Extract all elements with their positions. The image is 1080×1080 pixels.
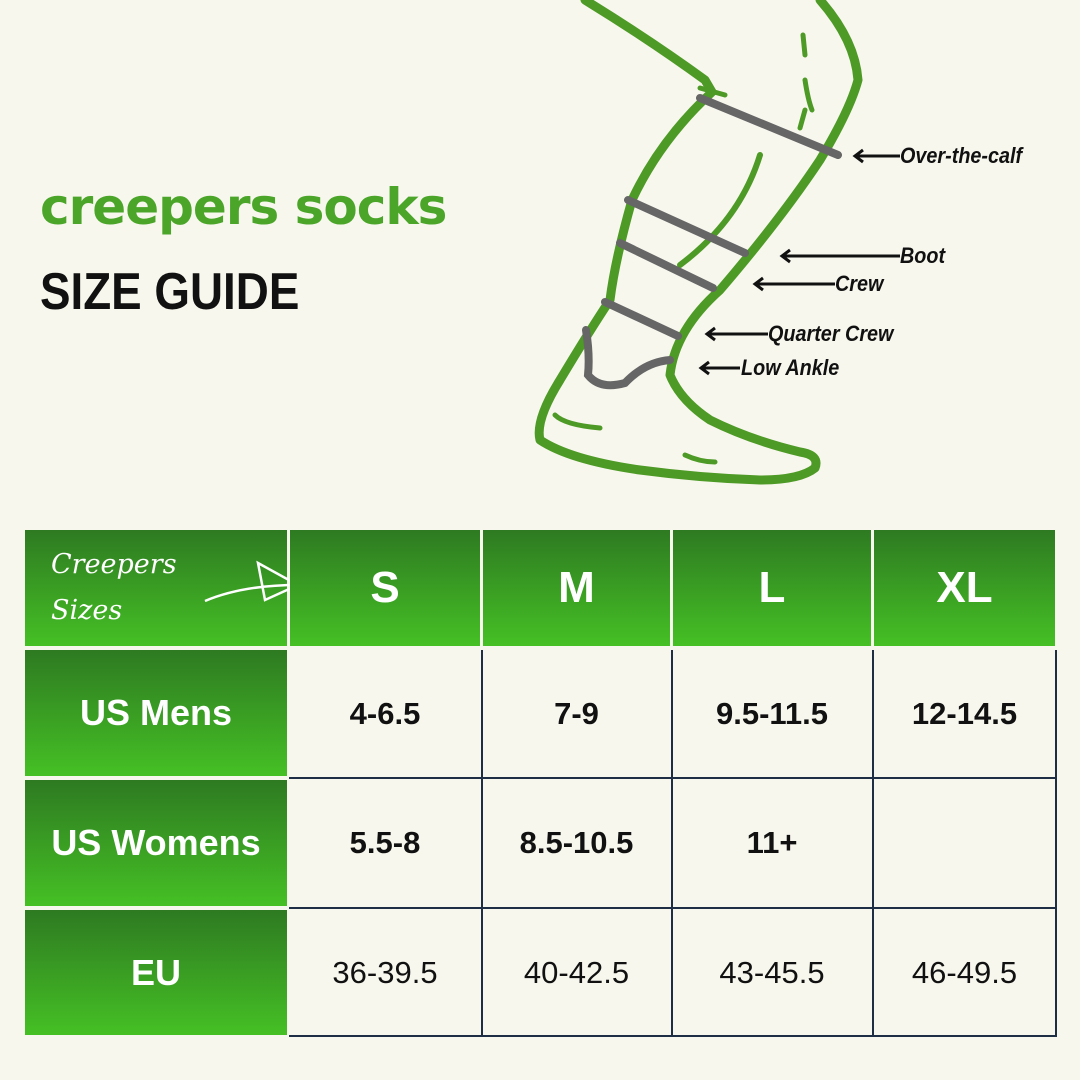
arrow-icon — [779, 248, 900, 264]
arrow-icon — [698, 360, 740, 376]
table-cell: 12-14.5 — [911, 695, 1018, 731]
table-cell: 36-39.5 — [332, 954, 438, 990]
column-header-l: L — [673, 530, 871, 646]
label-low-ankle: Low Ankle — [741, 355, 840, 380]
table-cell: 4-6.5 — [349, 695, 421, 731]
page-title: SIZE GUIDE — [40, 263, 300, 321]
column-header-m: M — [483, 530, 670, 646]
leg-back-outline — [534, 0, 863, 485]
label-over-the-calf: Over-the-calf — [900, 143, 1023, 168]
knee-crease — [697, 85, 728, 98]
corner-line-2: Sizes — [51, 595, 123, 626]
band-low-ankle — [582, 326, 674, 390]
band-boot — [624, 196, 749, 257]
band-quarter-crew — [601, 298, 682, 340]
table-corner: Creepers Sizes — [25, 530, 301, 646]
table-cell: 8.5-10.5 — [519, 824, 634, 860]
label-quarter-crew: Quarter Crew — [768, 321, 894, 346]
divider — [289, 907, 1057, 909]
divider — [1055, 650, 1057, 1036]
label-crew: Crew — [835, 271, 884, 296]
divider — [481, 650, 483, 1036]
table-cell — [874, 779, 1055, 906]
divider — [671, 650, 673, 1036]
table-cell: 5.5-8 — [349, 824, 421, 860]
table-cell: 7-9 — [554, 695, 599, 731]
divider — [289, 777, 1057, 779]
arrow-icon — [704, 326, 768, 342]
divider — [872, 650, 874, 1036]
label-boot: Boot — [900, 243, 946, 268]
arrow-icon — [752, 276, 835, 292]
foot-line — [552, 412, 718, 465]
table-cell: 43-45.5 — [719, 954, 825, 990]
brand-title: Creepers Socks — [40, 178, 447, 236]
table-cell: 40-42.5 — [523, 954, 630, 990]
row-header-us-womens: US Womens — [25, 780, 287, 906]
column-header-s: S — [290, 530, 480, 646]
table-cell: 46-49.5 — [911, 954, 1018, 990]
table-cell: 9.5-11.5 — [715, 695, 829, 731]
calf-line — [677, 152, 763, 268]
corner-line-1: Creepers — [51, 549, 177, 580]
band-crew — [616, 239, 717, 292]
knee-line — [797, 32, 815, 131]
leg-illustration — [534, 0, 900, 485]
table-cell: 11+ — [746, 824, 798, 860]
column-header-xl: XL — [874, 530, 1055, 646]
divider — [289, 1035, 1057, 1037]
arrow-icon — [204, 560, 301, 603]
row-header-us-mens: US Mens — [25, 650, 287, 776]
arrow-icon — [852, 148, 900, 164]
band-over-the-calf — [696, 94, 842, 159]
row-header-eu: EU — [25, 910, 287, 1035]
